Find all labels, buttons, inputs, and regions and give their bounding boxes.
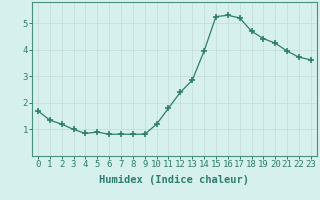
X-axis label: Humidex (Indice chaleur): Humidex (Indice chaleur)	[100, 175, 249, 185]
